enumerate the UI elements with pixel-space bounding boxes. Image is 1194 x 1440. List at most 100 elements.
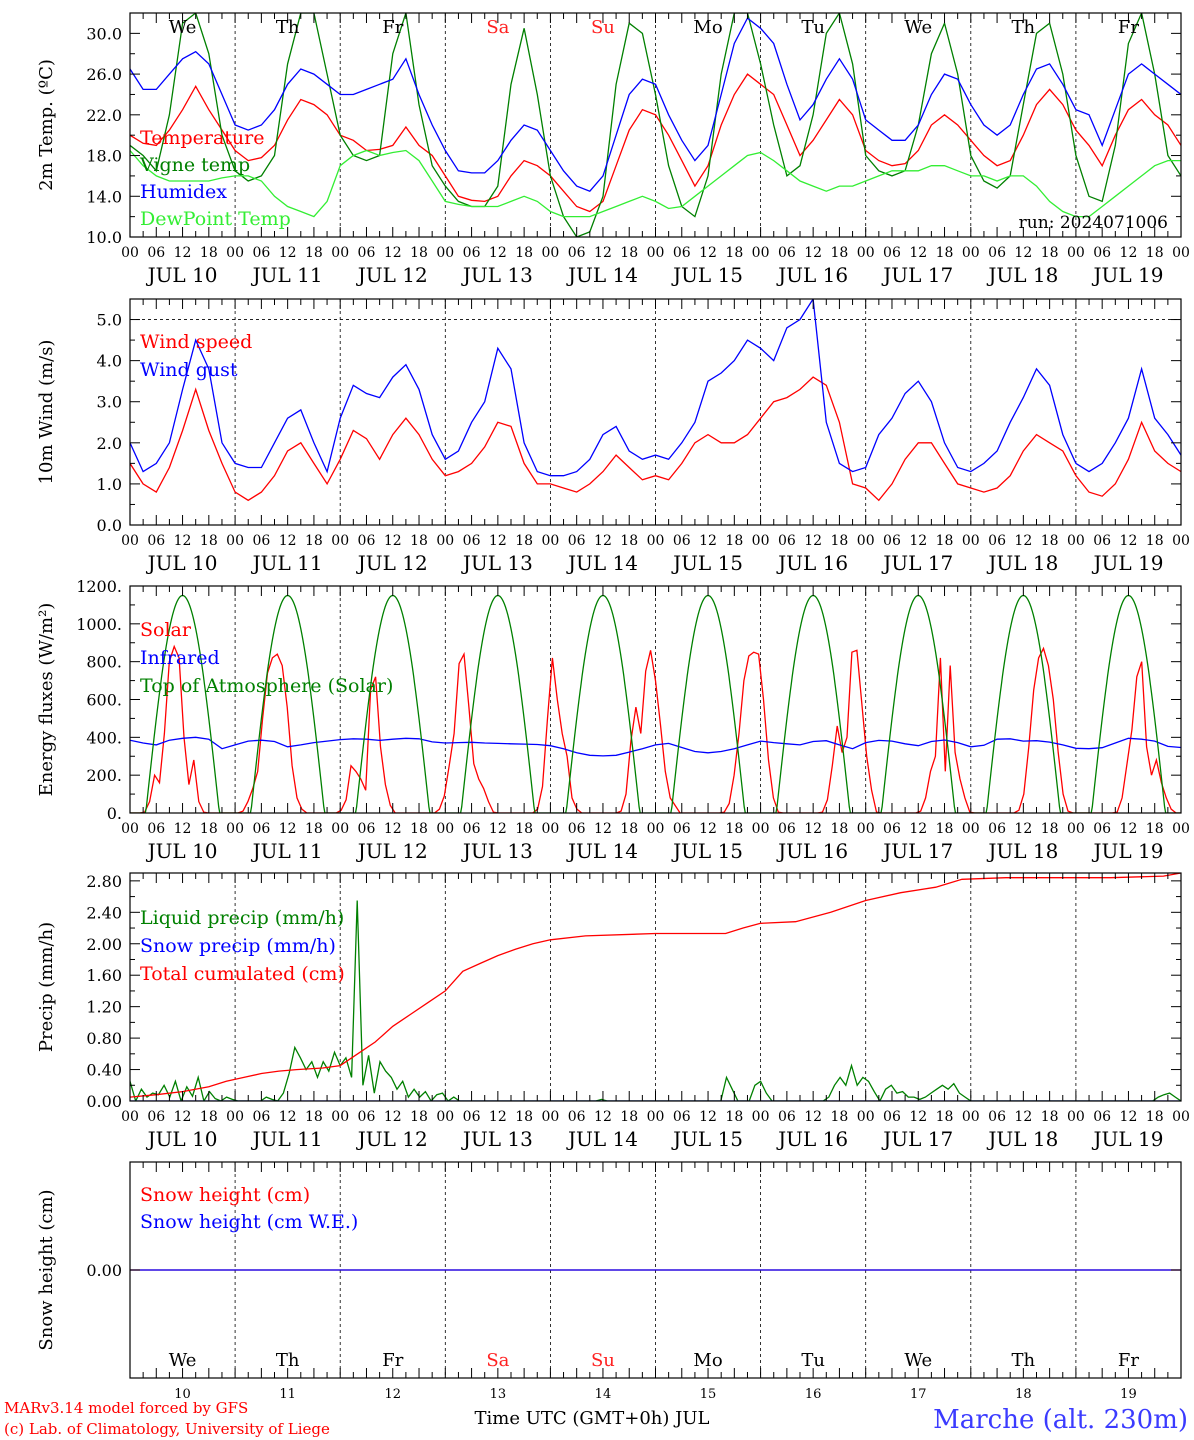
x-hour-label: 12 bbox=[1120, 821, 1138, 837]
x-hour-label: 18 bbox=[1041, 533, 1059, 549]
y-tick-label: 200. bbox=[86, 766, 122, 785]
x-hour-label: 00 bbox=[857, 533, 875, 549]
plot-frames bbox=[129, 12, 1182, 1379]
x-hour-label: 18 bbox=[620, 245, 638, 261]
x-day-label: JUL 11 bbox=[251, 1127, 323, 1151]
y-tick-label: 10.0 bbox=[86, 228, 122, 247]
x-hour-label: 18 bbox=[936, 245, 954, 261]
x-hour-label: 18 bbox=[410, 1109, 428, 1125]
legend-entry: Total cumulated (cm) bbox=[140, 963, 345, 985]
x-hour-label: 06 bbox=[883, 533, 901, 549]
x-hour-label: 06 bbox=[778, 245, 796, 261]
x-hour-label: 06 bbox=[1093, 1109, 1111, 1125]
x-hour-label: 18 bbox=[831, 245, 849, 261]
y-tick-label: 3.0 bbox=[97, 393, 122, 412]
legend-entry: Solar bbox=[140, 619, 192, 641]
day-number-label: 16 bbox=[805, 1387, 822, 1402]
footer-credit: (c) Lab. of Climatology, University of L… bbox=[4, 1420, 330, 1438]
x-hour-label: 00 bbox=[121, 1109, 139, 1125]
run-label: run: 2024071006 bbox=[1019, 213, 1168, 233]
weekday-label: We bbox=[169, 17, 197, 38]
x-hour-label: 18 bbox=[515, 1109, 533, 1125]
x-day-label: JUL 12 bbox=[356, 263, 428, 287]
plot-area bbox=[130, 13, 1181, 237]
x-hour-label: 18 bbox=[1041, 1109, 1059, 1125]
legend-entry: Temperature bbox=[140, 127, 264, 149]
x-hour-label: 06 bbox=[147, 1109, 165, 1125]
legend-entry: DewPoint Temp bbox=[140, 208, 291, 230]
x-hour-label: 12 bbox=[174, 821, 192, 837]
y-tick-label: 0.80 bbox=[86, 1029, 122, 1048]
x-hour-label: 06 bbox=[358, 533, 376, 549]
x-day-label: JUL 11 bbox=[251, 551, 323, 575]
x-hour-label: 12 bbox=[804, 533, 822, 549]
y-tick-label: 0. bbox=[107, 804, 122, 823]
x-day-label: JUL 17 bbox=[881, 551, 953, 575]
legend-entry: Vigne temp bbox=[139, 154, 250, 176]
legend-entry: Snow precip (mm/h) bbox=[140, 935, 336, 957]
y-tick-label: 400. bbox=[86, 728, 122, 747]
x-hour-label: 00 bbox=[962, 821, 980, 837]
x-hour-label: 00 bbox=[1067, 1109, 1085, 1125]
x-hour-label: 12 bbox=[804, 821, 822, 837]
x-day-label: JUL 12 bbox=[356, 1127, 428, 1151]
x-hour-label: 12 bbox=[909, 245, 927, 261]
y-tick-label: 26.0 bbox=[86, 65, 122, 84]
x-hour-label: 18 bbox=[200, 245, 218, 261]
y-tick-label: 800. bbox=[86, 653, 122, 672]
x-hour-label: 00 bbox=[1067, 245, 1085, 261]
day-number-label: 15 bbox=[700, 1387, 717, 1402]
x-hour-label: 00 bbox=[962, 533, 980, 549]
x-hour-label: 18 bbox=[305, 821, 323, 837]
x-hour-label: 06 bbox=[673, 821, 691, 837]
x-hour-label: 12 bbox=[384, 533, 402, 549]
x-hour-label: 00 bbox=[121, 245, 139, 261]
x-hour-label: 00 bbox=[226, 821, 244, 837]
weekday-label: Tu bbox=[801, 1350, 825, 1371]
y-tick-label: 0.40 bbox=[86, 1061, 122, 1080]
day-number-label: 12 bbox=[384, 1387, 401, 1402]
x-hour-label: 12 bbox=[804, 1109, 822, 1125]
y-tick-label: 30.0 bbox=[86, 24, 122, 43]
x-hour-label: 12 bbox=[174, 245, 192, 261]
y-tick-label: 22.0 bbox=[86, 106, 122, 125]
x-day-label: JUL 16 bbox=[776, 839, 848, 863]
x-hour-label: 00 bbox=[226, 1109, 244, 1125]
x-hour-label: 12 bbox=[489, 821, 507, 837]
x-hour-label: 12 bbox=[1014, 533, 1032, 549]
x-hour-label: 18 bbox=[1146, 821, 1164, 837]
y-tick-label: 2.40 bbox=[86, 903, 122, 922]
x-hour-label: 18 bbox=[410, 821, 428, 837]
y-tick-label: 1.60 bbox=[86, 966, 122, 985]
x-hour-label: 12 bbox=[1120, 1109, 1138, 1125]
x-hour-label: 00 bbox=[541, 821, 559, 837]
x-hour-label: 18 bbox=[200, 1109, 218, 1125]
y-tick-label: 4.0 bbox=[97, 352, 122, 371]
x-day-label: JUL 15 bbox=[671, 551, 743, 575]
series-line bbox=[130, 594, 1181, 813]
day-number-label: 13 bbox=[490, 1387, 507, 1402]
x-hour-label: 00 bbox=[226, 245, 244, 261]
x-hour-label: 12 bbox=[909, 533, 927, 549]
weekday-label: We bbox=[904, 1350, 932, 1371]
x-hour-label: 18 bbox=[515, 821, 533, 837]
x-day-label: JUL 17 bbox=[881, 839, 953, 863]
x-hour-label: 00 bbox=[962, 245, 980, 261]
weekday-label: Fr bbox=[1118, 1350, 1139, 1371]
x-hour-label: 18 bbox=[515, 245, 533, 261]
x-hour-label: 12 bbox=[1014, 821, 1032, 837]
x-hour-label: 18 bbox=[305, 245, 323, 261]
x-hour-label: 18 bbox=[515, 533, 533, 549]
x-hour-label: 00 bbox=[647, 245, 665, 261]
x-hour-label: 18 bbox=[1041, 821, 1059, 837]
x-hour-label: 12 bbox=[699, 1109, 717, 1125]
x-day-label: JUL 16 bbox=[776, 1127, 848, 1151]
x-hour-label: 00 bbox=[331, 821, 349, 837]
x-hour-label: 00 bbox=[436, 1109, 454, 1125]
x-hour-label: 00 bbox=[541, 533, 559, 549]
x-hour-label: 00 bbox=[752, 821, 770, 837]
x-day-label: JUL 18 bbox=[986, 263, 1058, 287]
x-hour-label: 06 bbox=[988, 821, 1006, 837]
y-tick-label: 5.0 bbox=[97, 311, 122, 330]
